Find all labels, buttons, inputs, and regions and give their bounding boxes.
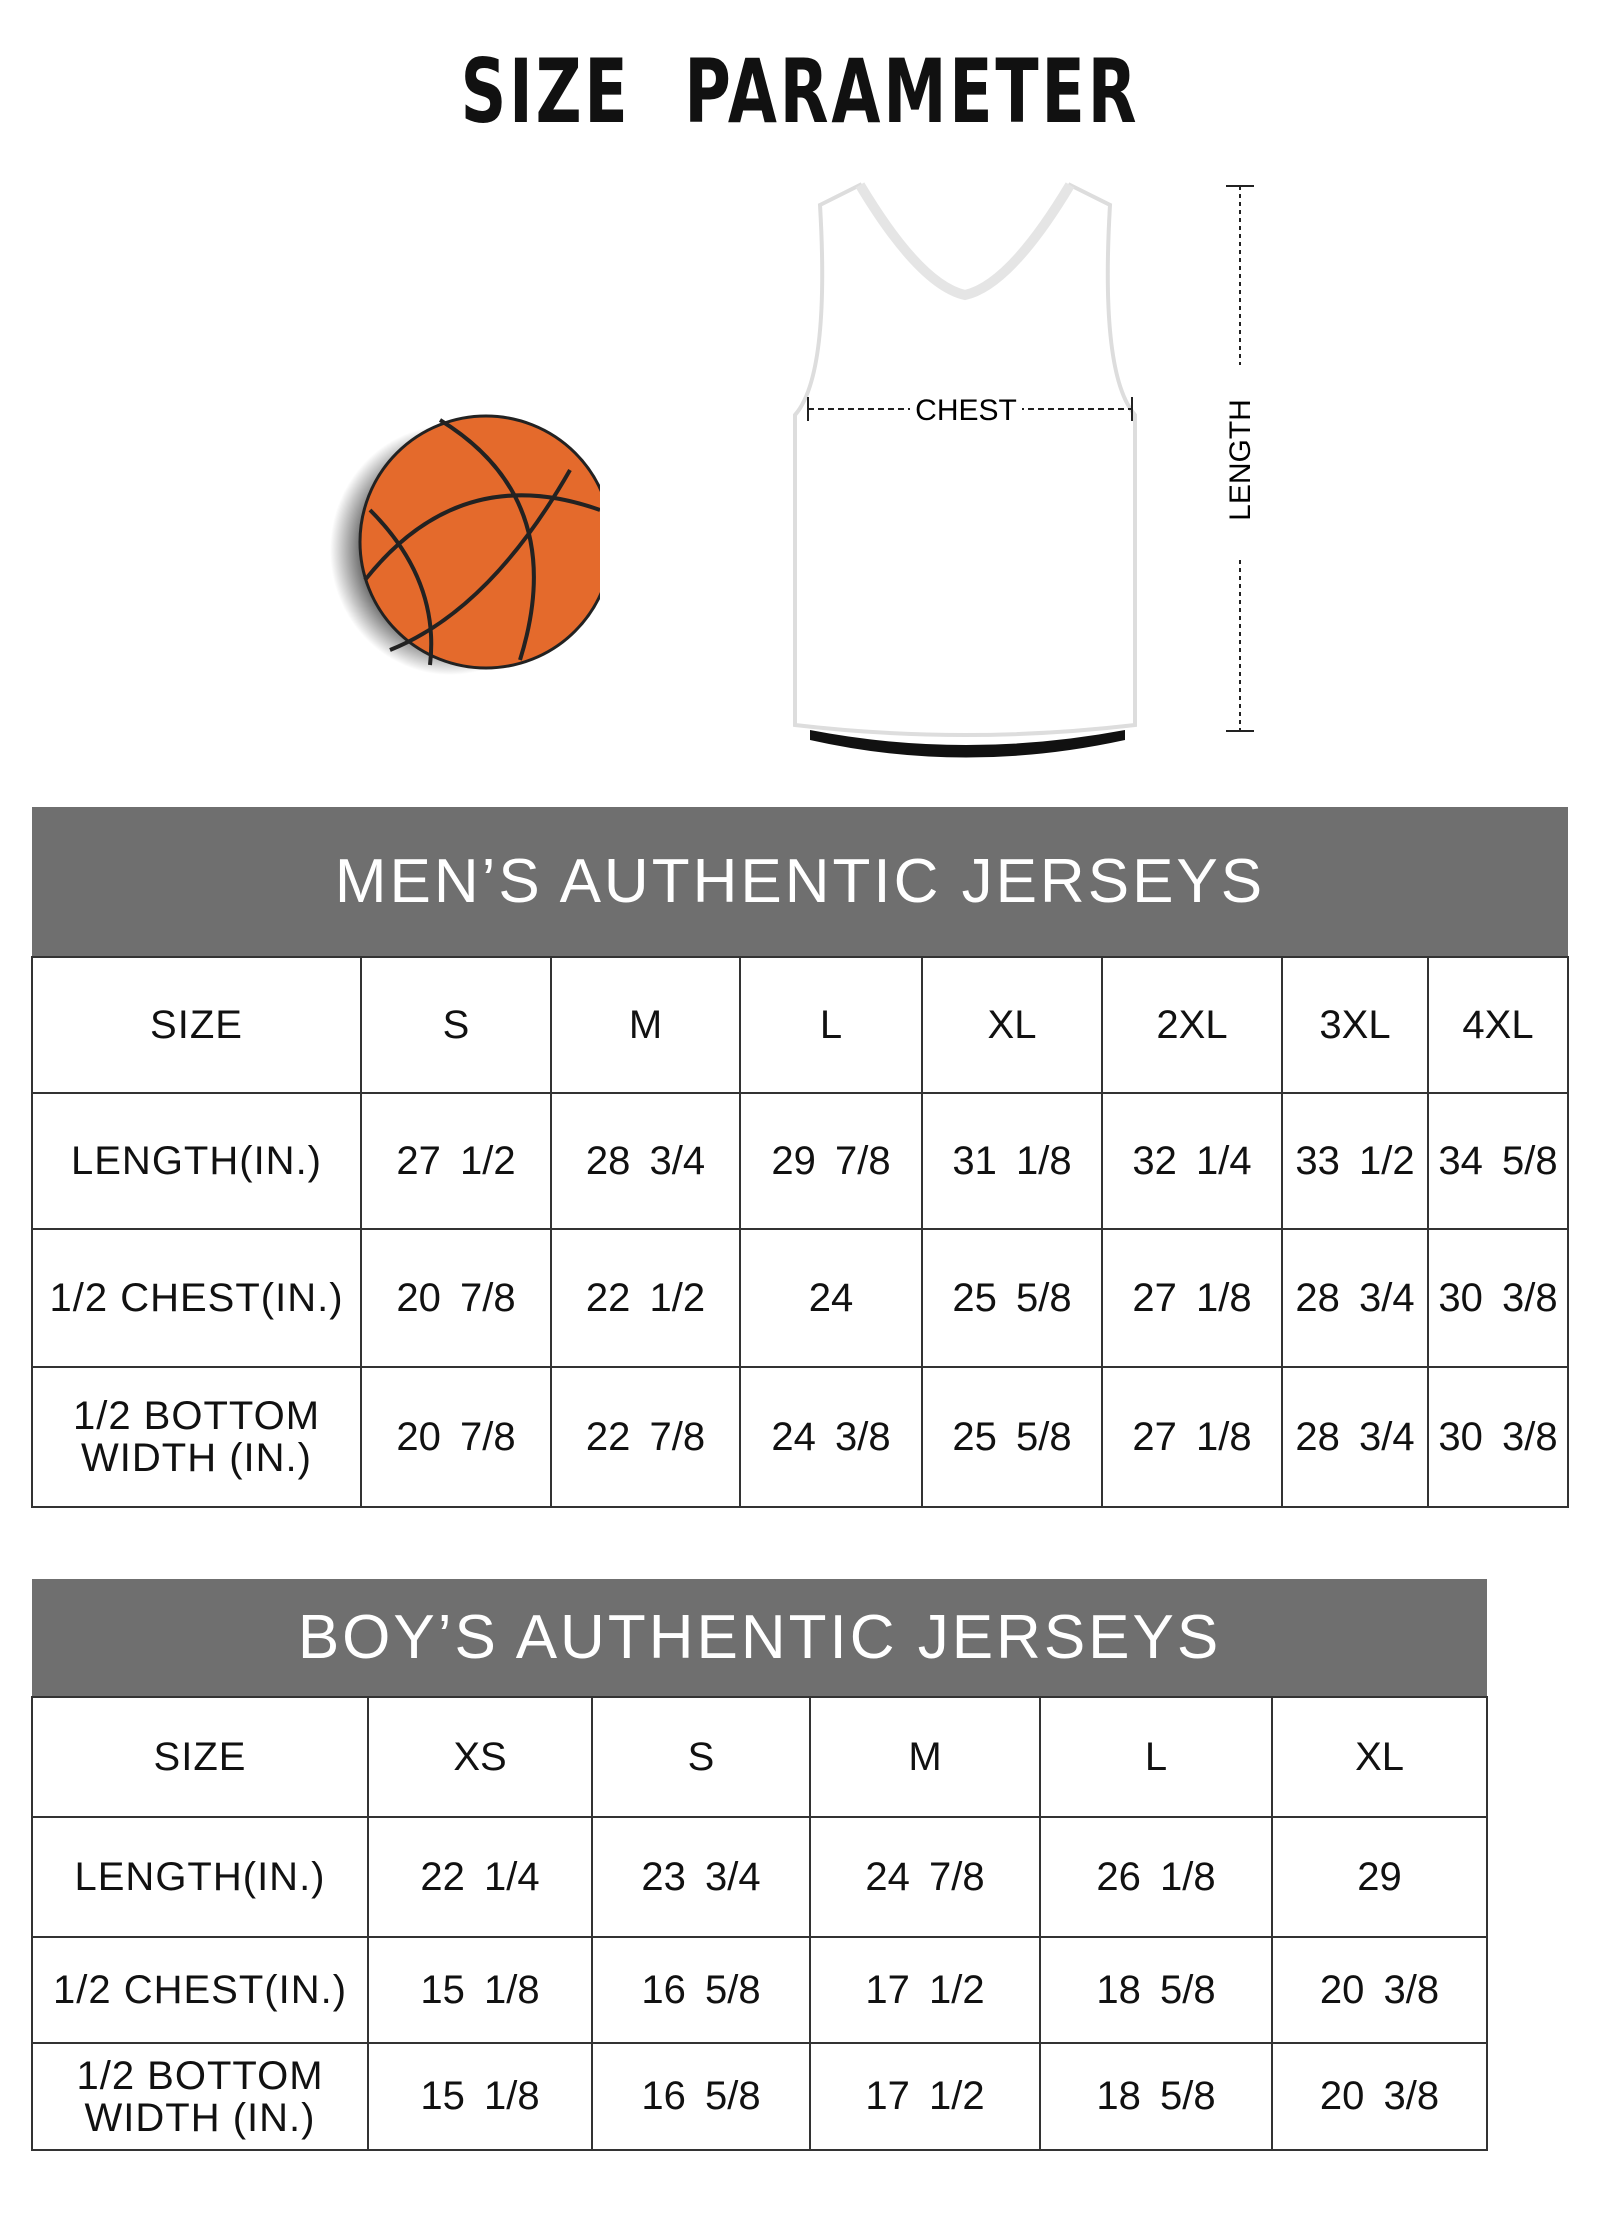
size-header-row: SIZE S M L XL 2XL 3XL 4XL <box>31 956 1569 1094</box>
measurement-cell: 22 1/4 <box>367 1816 593 1938</box>
measurement-cell: 30 3/8 <box>1427 1228 1569 1368</box>
measurement-cell: 18 5/8 <box>1039 1936 1273 2044</box>
measurement-cell: 16 5/8 <box>591 2042 811 2151</box>
table-row: 1/2 CHEST(IN.) 20 7/8 22 1/2 24 25 5/8 27 1/8… <box>31 1228 1569 1368</box>
measurement-cell: 22 7/8 <box>550 1366 741 1508</box>
measurement-cell: 22 1/2 <box>550 1228 741 1368</box>
size-header-xs: XS <box>367 1696 593 1818</box>
measurement-cell: 28 3/4 <box>1281 1228 1429 1368</box>
size-header-3xl: 3XL <box>1281 956 1429 1094</box>
size-label: SIZE <box>31 956 362 1094</box>
measurement-cell: 28 3/4 <box>1281 1366 1429 1508</box>
measurement-cell: 20 3/8 <box>1270 1936 1489 2044</box>
measurement-cell: 18 5/8 <box>1039 2042 1273 2151</box>
size-header-xl: XL <box>1270 1696 1489 1818</box>
measurement-cell: 33 1/2 <box>1281 1092 1429 1230</box>
measurement-cell: 17 1/2 <box>809 2042 1041 2151</box>
measurement-cell: 25 5/8 <box>921 1366 1103 1508</box>
row-label: 1/2 CHEST(IN.) <box>31 1228 362 1368</box>
size-header-l: L <box>1039 1696 1273 1818</box>
measurement-cell: 27 1/2 <box>360 1092 552 1230</box>
measurement-cell: 29 <box>1270 1816 1489 1938</box>
basketball-icon <box>330 414 600 675</box>
measurement-cell: 27 1/8 <box>1101 1366 1283 1508</box>
measurement-cell: 32 1/4 <box>1101 1092 1283 1230</box>
size-header-4xl: 4XL <box>1427 956 1569 1094</box>
measurement-cell: 23 3/4 <box>591 1816 811 1938</box>
row-label: LENGTH(IN.) <box>31 1816 369 1938</box>
size-header-row: SIZE XS S M L XL <box>31 1696 1489 1818</box>
measurement-cell: 15 1/8 <box>367 1936 593 2044</box>
measurement-cell: 34 5/8 <box>1427 1092 1569 1230</box>
measurement-cell: 28 3/4 <box>550 1092 741 1230</box>
table-row: LENGTH(IN.) 27 1/2 28 3/4 29 7/8 31 1/8 32 1/… <box>31 1092 1569 1230</box>
length-ruler: LENGTH <box>1224 185 1257 732</box>
row-label: 1/2 CHEST(IN.) <box>31 1936 369 2044</box>
table-row: LENGTH(IN.) 22 1/4 23 3/4 24 7/8 26 1/8 29 <box>31 1816 1489 1938</box>
size-header-s: S <box>591 1696 811 1818</box>
measurement-cell: 17 1/2 <box>809 1936 1041 2044</box>
mens-table-title: MEN’S AUTHENTIC JERSEYS <box>32 807 1568 957</box>
boys-size-table: BOY’S AUTHENTIC JERSEYS SIZE XS S M L XL LENGT… <box>31 1579 1489 2151</box>
size-header-m: M <box>809 1696 1041 1818</box>
table-row: 1/2 BOTTOM WIDTH (IN.) 15 1/8 16 5/8 17 1/2… <box>31 2042 1489 2151</box>
size-header-l: L <box>739 956 923 1094</box>
mens-size-table: MEN’S AUTHENTIC JERSEYS SIZE S M L XL 2XL 3XL 4… <box>31 807 1569 1508</box>
size-header-xl: XL <box>921 956 1103 1094</box>
jersey-diagram: CHEST <box>793 182 1137 758</box>
measurement-cell: 30 3/8 <box>1427 1366 1569 1508</box>
chest-label: CHEST <box>915 394 1017 427</box>
measurement-cell: 24 7/8 <box>809 1816 1041 1938</box>
boys-table-title: BOY’S AUTHENTIC JERSEYS <box>32 1579 1488 1697</box>
measurement-cell: 24 3/8 <box>739 1366 923 1508</box>
row-label: 1/2 BOTTOM WIDTH (IN.) <box>31 1366 362 1508</box>
size-label: SIZE <box>31 1696 369 1818</box>
row-label: 1/2 BOTTOM WIDTH (IN.) <box>31 2042 369 2151</box>
measurement-cell: 24 <box>739 1228 923 1368</box>
measurement-cell: 27 1/8 <box>1101 1228 1283 1368</box>
table-row: 1/2 BOTTOM WIDTH (IN.) 20 7/8 22 7/8 24 3/8… <box>31 1366 1569 1508</box>
size-header-s: S <box>360 956 552 1094</box>
measurement-cell: 20 7/8 <box>360 1366 552 1508</box>
measurement-cell: 26 1/8 <box>1039 1816 1273 1938</box>
measurement-cell: 25 5/8 <box>921 1228 1103 1368</box>
measurement-cell: 31 1/8 <box>921 1092 1103 1230</box>
row-label: LENGTH(IN.) <box>31 1092 362 1230</box>
size-header-m: M <box>550 956 741 1094</box>
page-title: SIZE PARAMETER <box>460 40 1140 143</box>
measurement-cell: 16 5/8 <box>591 1936 811 2044</box>
size-header-2xl: 2XL <box>1101 956 1283 1094</box>
measurement-cell: 15 1/8 <box>367 2042 593 2151</box>
measurement-cell: 29 7/8 <box>739 1092 923 1230</box>
length-label: LENGTH <box>1224 399 1257 521</box>
table-row: 1/2 CHEST(IN.) 15 1/8 16 5/8 17 1/2 18 5/8 20… <box>31 1936 1489 2044</box>
measurement-cell: 20 3/8 <box>1270 2042 1489 2151</box>
measurement-cell: 20 7/8 <box>360 1228 552 1368</box>
